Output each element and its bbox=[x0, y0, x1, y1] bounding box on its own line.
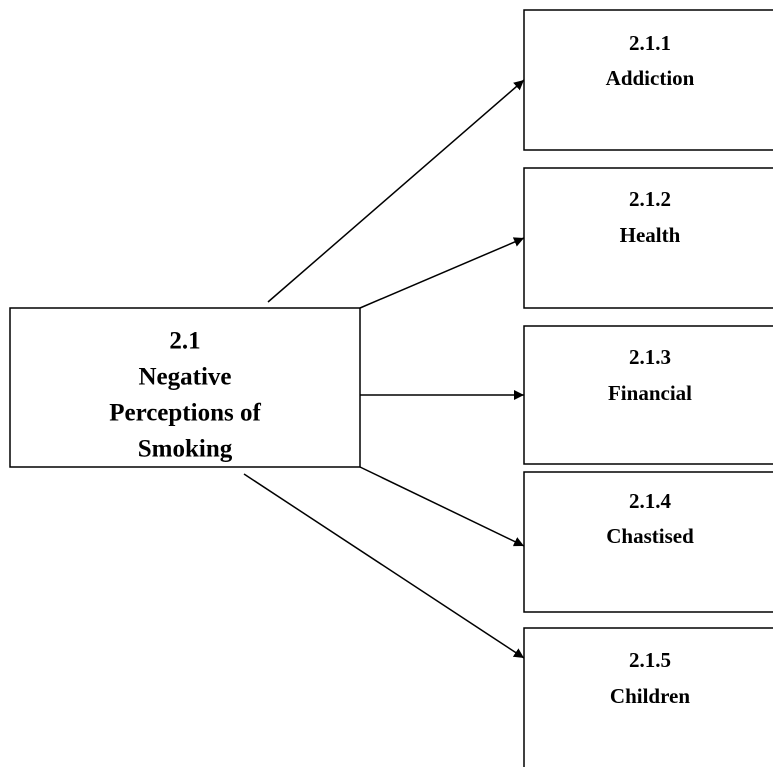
child-node: 2.1.3 Financial bbox=[523, 325, 773, 465]
root-label: Perceptions of bbox=[109, 400, 261, 427]
root-number: 2.1 bbox=[169, 328, 200, 355]
arrows bbox=[243, 79, 525, 659]
arrow bbox=[359, 237, 525, 309]
arrow bbox=[243, 473, 525, 659]
arrow bbox=[359, 466, 525, 547]
child-label: Financial bbox=[608, 381, 692, 405]
child-number: 2.1.4 bbox=[629, 489, 672, 513]
root-node: 2.1 Negative Perceptions of Smoking bbox=[9, 307, 361, 468]
child-label: Addiction bbox=[606, 66, 695, 90]
child-box bbox=[523, 325, 773, 465]
child-number: 2.1.2 bbox=[629, 187, 671, 211]
child-label: Health bbox=[620, 223, 681, 247]
child-box bbox=[523, 167, 773, 309]
child-box bbox=[523, 9, 773, 151]
arrow bbox=[267, 79, 525, 303]
child-number: 2.1.3 bbox=[629, 345, 671, 369]
root-box bbox=[9, 307, 361, 468]
child-node: 2.1.1 Addiction bbox=[523, 9, 773, 151]
child-node: 2.1.4 Chastised bbox=[523, 471, 773, 613]
child-node: 2.1.2 Health bbox=[523, 167, 773, 309]
child-label: Children bbox=[610, 684, 690, 708]
child-box bbox=[523, 627, 773, 767]
child-number: 2.1.1 bbox=[629, 31, 671, 55]
child-box bbox=[523, 471, 773, 613]
child-label: Chastised bbox=[606, 524, 694, 548]
root-label: Negative bbox=[138, 364, 231, 391]
child-number: 2.1.5 bbox=[629, 648, 671, 672]
root-label: Smoking bbox=[138, 436, 233, 463]
child-node: 2.1.5 Children bbox=[523, 627, 773, 767]
